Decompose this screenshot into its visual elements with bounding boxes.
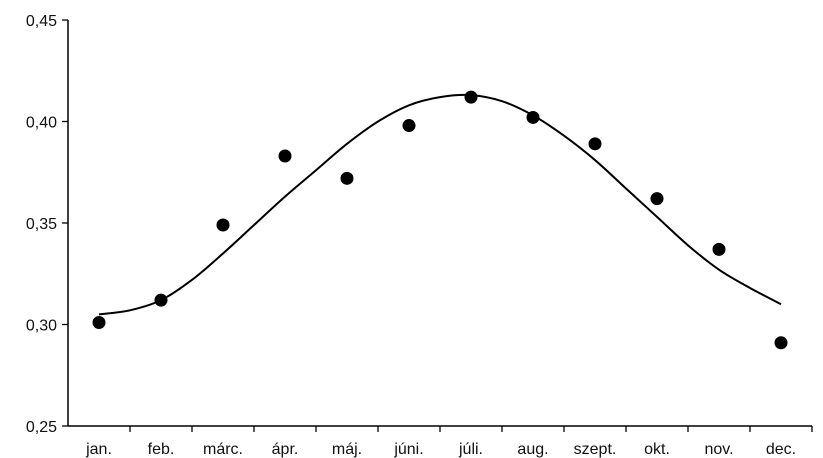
y-tick-label: 0,30 <box>26 318 57 335</box>
x-tick-label: szept. <box>574 441 617 458</box>
data-point-4 <box>340 171 354 185</box>
y-tick-label: 0,25 <box>26 419 57 436</box>
data-points <box>92 90 788 350</box>
trend-line <box>98 93 782 316</box>
x-tick-label: feb. <box>148 441 175 458</box>
data-point-8 <box>588 137 602 151</box>
y-tick-label: 0,45 <box>26 13 57 30</box>
x-tick-label: júli. <box>458 441 483 458</box>
x-tick-label: jan. <box>85 441 112 458</box>
data-point-1 <box>154 293 168 307</box>
data-point-6 <box>464 90 478 104</box>
data-point-2 <box>216 218 230 232</box>
x-tick-label: júni. <box>393 441 423 458</box>
x-tick-label: dec. <box>766 441 796 458</box>
data-point-9 <box>650 192 664 206</box>
x-tick-label: nov. <box>704 441 733 458</box>
data-point-7 <box>526 110 540 124</box>
y-ticks: 0,25 0,30 0,35 0,40 0,45 <box>26 13 68 436</box>
data-point-10 <box>712 242 726 256</box>
x-ticks: jan. feb. márc. ápr. máj. júni. júli. aug. szept… <box>85 426 813 458</box>
x-tick-label: okt. <box>644 441 670 458</box>
x-tick-label: aug. <box>517 441 548 458</box>
x-tick-label: máj. <box>332 441 362 458</box>
y-tick-label: 0,40 <box>26 115 57 132</box>
data-point-0 <box>92 315 106 329</box>
data-point-11 <box>774 336 788 350</box>
y-tick-label: 0,35 <box>26 216 57 233</box>
data-point-5 <box>402 119 416 133</box>
x-tick-label: ápr. <box>272 441 299 458</box>
x-tick-label: márc. <box>203 441 243 458</box>
data-point-3 <box>278 149 292 163</box>
